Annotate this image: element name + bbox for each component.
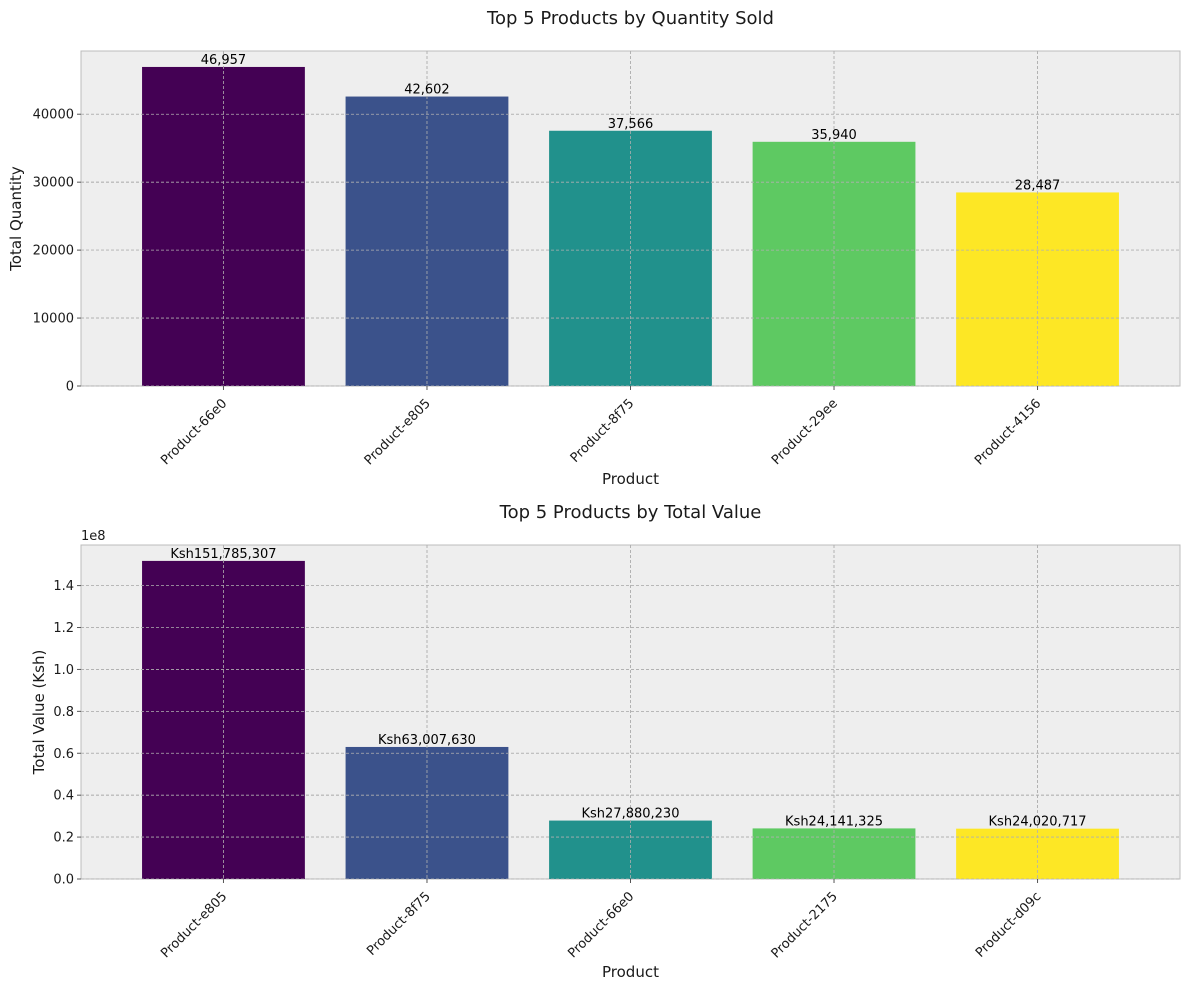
chart-1-y-tick-label: 10000 [33, 312, 74, 327]
chart-2-bar-value-label: Ksh24,020,717 [989, 815, 1087, 830]
chart-1-y-tick-label: 40000 [33, 108, 74, 123]
chart-2-x-tick-label: Product-8f75 [364, 889, 434, 959]
chart-2-bar-value-label: Ksh24,141,325 [785, 814, 883, 829]
chart-2-x-axis-label: Product [602, 963, 659, 981]
chart-2-y-tick-label: 1.4 [53, 579, 74, 594]
chart-2-bar-value-label: Ksh63,007,630 [378, 733, 476, 748]
chart-2-x-tick-label: Product-d09c [973, 889, 1044, 960]
chart-1-x-tick-label: Product-66e0 [158, 396, 230, 468]
chart-1-y-tick-label: 0 [66, 380, 74, 395]
chart-2-y-tick-label: 0.2 [53, 831, 74, 846]
chart-2-y-offset-text: 1e8 [81, 529, 106, 544]
chart-2-y-tick-label: 1.2 [53, 621, 74, 636]
chart-2-y-tick-label: 0.6 [53, 747, 74, 762]
chart-1-y-tick-label: 30000 [33, 176, 74, 191]
chart-1-x-tick-label: Product-8f75 [568, 396, 638, 466]
chart-1-x-axis-label: Product [602, 470, 659, 488]
chart-1-x-tick-label: Product-e805 [362, 396, 434, 468]
chart-1-bar-value-label: 46,957 [201, 53, 247, 68]
chart-2-x-tick-label: Product-2175 [769, 889, 841, 961]
chart-1-x-tick-label: Product-29ee [769, 396, 841, 468]
chart-1-bar-value-label: 37,566 [608, 117, 654, 132]
chart-2-y-tick-label: 0.8 [53, 705, 74, 720]
chart-1-y-tick-label: 20000 [33, 244, 74, 259]
chart-2-bar-value-label: Ksh27,880,230 [582, 807, 680, 822]
chart-1-bar-value-label: 42,602 [404, 83, 450, 98]
chart-1-bar-value-label: 28,487 [1015, 178, 1061, 193]
chart-2-title: Top 5 Products by Total Value [499, 502, 762, 523]
chart-2-y-axis-label: Total Value (Ksh) [30, 650, 48, 776]
chart-2-x-tick-label: Product-66e0 [565, 889, 637, 961]
chart-1-bar-value-label: 35,940 [811, 128, 857, 143]
chart-2-y-tick-label: 0.0 [53, 873, 74, 888]
chart-2-x-tick-label: Product-e805 [158, 889, 230, 961]
chart-1-title: Top 5 Products by Quantity Sold [486, 8, 774, 29]
chart-2-y-tick-label: 1.0 [53, 663, 74, 678]
chart-1-x-tick-label: Product-4156 [972, 396, 1044, 468]
chart-2-y-tick-label: 0.4 [53, 789, 74, 804]
chart-1-y-axis-label: Total Quantity [7, 166, 25, 272]
chart-2-bar-value-label: Ksh151,785,307 [170, 547, 276, 562]
